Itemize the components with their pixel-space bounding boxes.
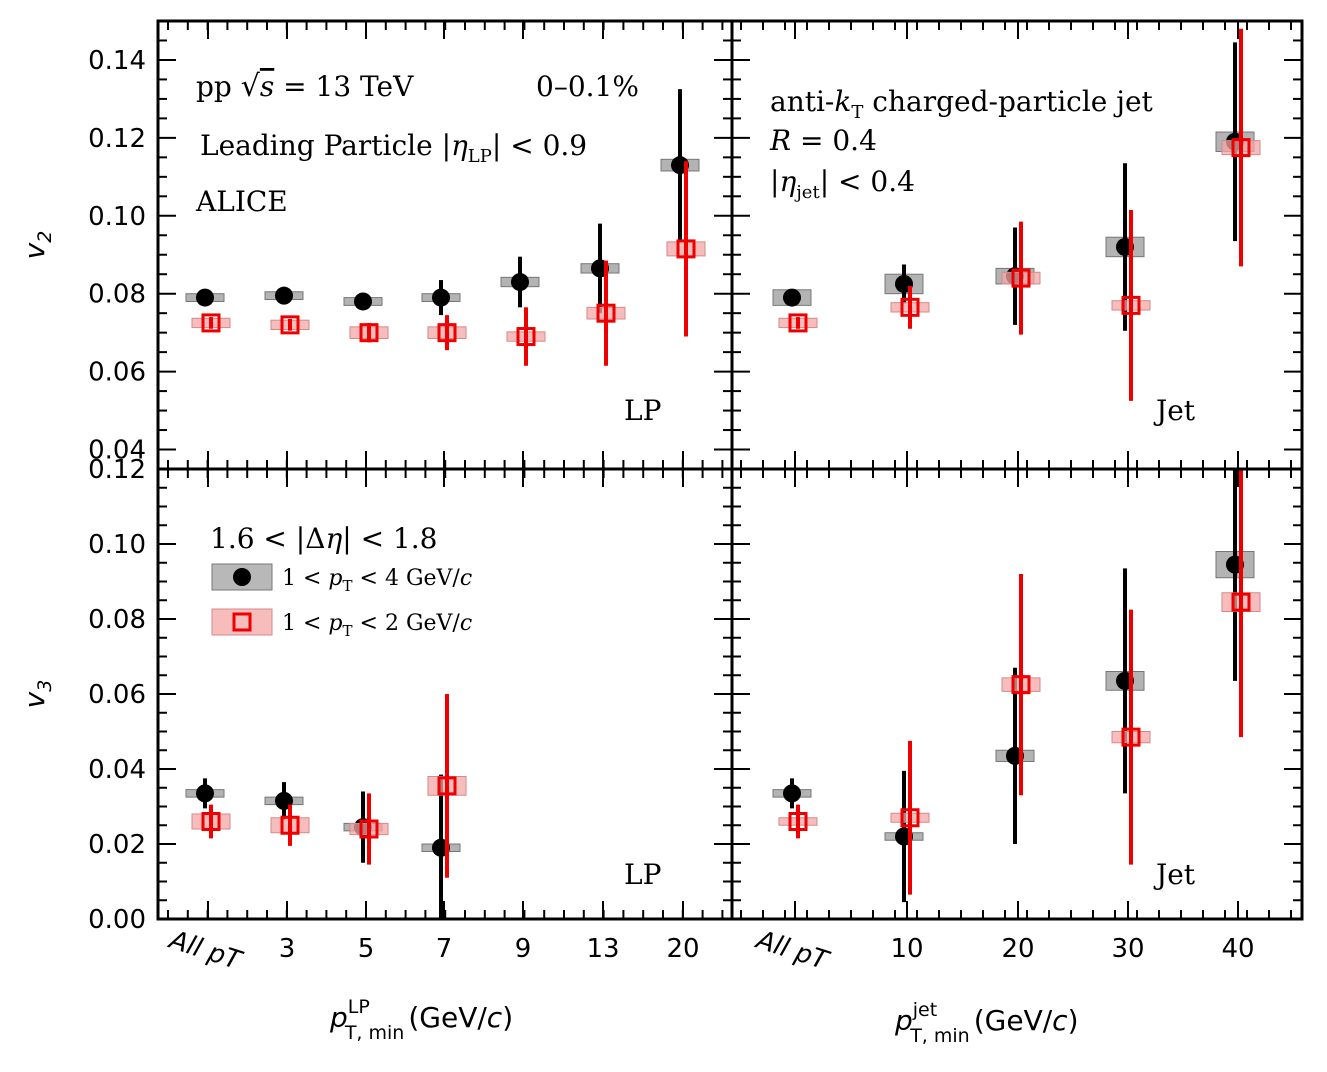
frame-bottom-right [730, 467, 1304, 921]
x-tick-label-all: All pT [751, 925, 834, 977]
y-tick-label: 0.06 [88, 680, 146, 710]
data-point-square [201, 812, 221, 831]
data-point-square [516, 327, 536, 347]
legend: 1.6 < |Δη| < 1.8 1 < pT < 4 GeV/c 1 < pT… [210, 522, 472, 640]
data-point-circle [275, 286, 293, 305]
annotation-jet-radius: R = 0.4 [769, 124, 877, 157]
data-point-square [788, 812, 808, 831]
x-tick-label: 13 [586, 934, 619, 964]
data-point-circle [783, 288, 801, 307]
x-tick-label: 20 [666, 934, 699, 964]
panel-tag-bottom-left: LP [624, 858, 661, 891]
data-point-square [1011, 268, 1031, 288]
data-point-square [280, 815, 300, 835]
panel-data-top-left [185, 89, 706, 366]
panel-data-top-right [772, 28, 1261, 401]
legend-header: 1.6 < |Δη| < 1.8 [210, 522, 437, 555]
y-tick-label: 0.04 [88, 755, 146, 785]
x-tick-label: 20 [1001, 934, 1034, 964]
data-point-square [900, 297, 920, 317]
x-axis-title-lp: pLP T, min (GeV/c) [329, 996, 513, 1044]
data-point-circle [432, 288, 450, 307]
x-tick-label: 7 [436, 934, 453, 964]
data-point-square [596, 303, 616, 323]
data-point-circle [196, 288, 214, 307]
data-point-square [1231, 138, 1251, 158]
y-tick-label: 0.08 [88, 605, 146, 635]
panel-frames [156, 19, 1304, 921]
annotation-jet-eta: |ηjet| < 0.4 [770, 165, 915, 203]
legend-red-label: 1 < pT < 2 GeV/c [282, 611, 472, 640]
x-tick-label: 10 [890, 934, 923, 964]
y-tick-label: 0.06 [88, 358, 146, 388]
y-tick-label: 0.08 [88, 280, 146, 310]
y-axis-title-v2: v2 [18, 231, 56, 260]
legend-red-marker [232, 612, 252, 632]
x-tick-labels: All pT 3 5 7 9 13 20 All pT 10 20 30 40 [164, 925, 1255, 977]
x-tick-label: 9 [515, 934, 532, 964]
y-tick-labels: 0.04 0.06 0.08 0.10 0.12 0.14 0.00 0.02 0.04 0.06… [88, 46, 146, 935]
data-point-square [1121, 727, 1141, 747]
data-point-square [359, 819, 379, 839]
data-point-square [280, 315, 300, 335]
data-point-square [359, 323, 379, 343]
y-tick-label: 0.14 [88, 46, 146, 76]
data-point-square [676, 239, 696, 259]
x-tick-label: All pT [751, 925, 834, 977]
data-point-square [201, 313, 221, 333]
annotation-jet-algo: anti-kT charged-particle jet [770, 85, 1154, 123]
x-tick-label: 3 [279, 934, 296, 964]
y-tick-label: 0.04 [88, 436, 146, 466]
x-tick-label: All pT [164, 925, 247, 977]
annotation-centrality: 0–0.1% [536, 70, 639, 103]
panel-tag-top-right: Jet [1153, 394, 1196, 427]
legend-black-label: 1 < pT < 4 GeV/c [282, 566, 472, 595]
y-tick-label: 0.02 [88, 830, 146, 860]
data-point-square [1121, 295, 1141, 315]
data-point-square [437, 776, 457, 796]
data-point-circle [354, 292, 372, 311]
x-axis-title-jet: pjet T, min (GeV/c) [894, 999, 1079, 1047]
data-point-square [900, 808, 920, 828]
panel-tag-bottom-right: Jet [1153, 858, 1196, 891]
y-tick-label: 0.10 [88, 202, 146, 232]
y-tick-label: 0.00 [88, 905, 146, 935]
data-point-circle [783, 784, 801, 803]
y-tick-label: 0.10 [88, 530, 146, 560]
data-point-square [437, 323, 457, 343]
annotation-lp-selection: Leading Particle |ηLP| < 0.9 [200, 129, 587, 167]
y-axis-title-v3: v3 [18, 680, 56, 709]
annotation-experiment: ALICE [195, 185, 288, 218]
annotation-system: pp √s = 13 TeV [196, 69, 414, 104]
y-tick-label: 0.12 [88, 455, 146, 485]
y-tick-label: 0.12 [88, 124, 146, 154]
x-tick-label-all: All pT [164, 925, 247, 977]
data-point-square [1231, 592, 1251, 612]
legend-black-marker [233, 568, 251, 586]
data-layer [185, 28, 1261, 919]
panel-data-bottom-left [185, 694, 467, 919]
panel-data-bottom-right [772, 469, 1261, 903]
x-tick-label: 30 [1111, 934, 1144, 964]
data-point-square [1011, 675, 1031, 695]
x-tick-label: 5 [358, 934, 375, 964]
data-point-circle [511, 273, 529, 292]
data-point-circle [196, 784, 214, 803]
data-point-square [788, 313, 808, 333]
x-tick-label: 40 [1221, 934, 1254, 964]
panel-tag-top-left: LP [624, 394, 661, 427]
